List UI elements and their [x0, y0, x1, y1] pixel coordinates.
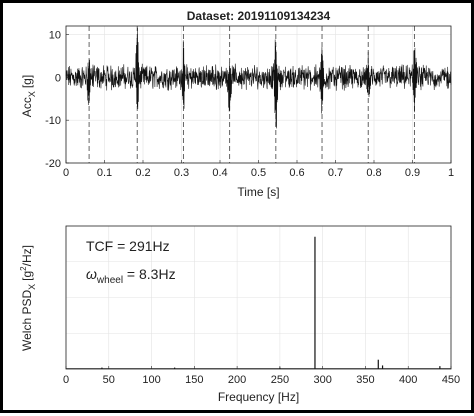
psd-x-tick-label: 150 [185, 374, 203, 386]
psd-x-ticks: 0 50 100 150 200 250 300 350 400 450 [63, 366, 460, 386]
accel-x-tick-label: 0 [63, 167, 69, 179]
psd-x-tick-label: 350 [356, 374, 374, 386]
psd-y-label-sup: 2 [19, 266, 28, 271]
accel-x-tick-label: 1 [448, 167, 454, 179]
psd-y-label-main: Welch PSD [20, 290, 34, 351]
omega-subscript: wheel [96, 275, 123, 286]
accel-signal-line [65, 27, 452, 129]
accel-x-tick-label: 0.1 [97, 167, 112, 179]
accel-x-tick-label: 0.2 [135, 167, 150, 179]
accel-x-tick-label: 0.6 [289, 167, 304, 179]
accel-y-tick-label: -20 [45, 158, 61, 170]
omega-annotation: ωwheel = 8.3Hz [86, 266, 176, 286]
accel-x-tick-label: 0.9 [405, 167, 420, 179]
psd-y-label-unit: [g [20, 271, 34, 281]
psd-x-tick-label: 50 [103, 374, 115, 386]
accel-x-tick-label: 0.8 [366, 167, 381, 179]
accel-y-tick-label: -10 [45, 115, 61, 127]
psd-axes-box [65, 225, 452, 370]
accel-x-tick-label: 0.7 [328, 167, 343, 179]
omega-symbol: ω [86, 266, 97, 282]
accel-plot: Dataset: 20191109134234 0 0.1 0.2 0.3 0.4 0.5… [20, 9, 454, 199]
accel-x-tick-label: 0.4 [212, 167, 227, 179]
psd-x-tick-label: 400 [399, 374, 417, 386]
accel-title: Dataset: 20191109134234 [187, 9, 331, 23]
psd-x-tick-label: 450 [442, 374, 460, 386]
tcf-annotation: TCF = 291Hz [86, 238, 170, 254]
psd-x-label: Frequency [Hz] [218, 390, 299, 404]
accel-x-label: Time [s] [237, 185, 279, 199]
accel-y-tick-label: 0 [55, 72, 61, 84]
psd-plot: 0 50 100 150 200 250 300 350 400 450 Frequency [H… [19, 225, 460, 404]
psd-x-tick-label: 250 [271, 374, 289, 386]
psd-y-label-sub: X [27, 284, 37, 290]
omega-value: = 8.3Hz [123, 266, 176, 282]
psd-x-tick-label: 200 [228, 374, 246, 386]
accel-y-tick-label: 10 [49, 30, 61, 42]
accel-y-label: AccX [g] [20, 75, 37, 117]
accel-y-label-sub: X [27, 91, 37, 97]
psd-x-tick-label: 300 [313, 374, 331, 386]
psd-x-tick-label: 0 [63, 374, 69, 386]
accel-x-tick-label: 0.5 [251, 167, 266, 179]
accel-x-ticks: 0 0.1 0.2 0.3 0.4 0.5 0.6 0.7 0.8 0.9 1 [63, 160, 454, 179]
psd-y-label-unit-end: /Hz] [20, 245, 34, 266]
psd-y-label: Welch PSDX [g2/Hz] [19, 245, 37, 351]
figure-svg: Dataset: 20191109134234 0 0.1 0.2 0.3 0.4 0.5… [19, 9, 460, 404]
accel-y-label-main: Acc [20, 97, 34, 117]
psd-x-tick-label: 100 [142, 374, 160, 386]
accel-y-ticks: 10 0 -10 -20 [45, 30, 69, 170]
accel-y-label-unit: [g] [20, 75, 34, 88]
accel-x-tick-label: 0.3 [174, 167, 189, 179]
